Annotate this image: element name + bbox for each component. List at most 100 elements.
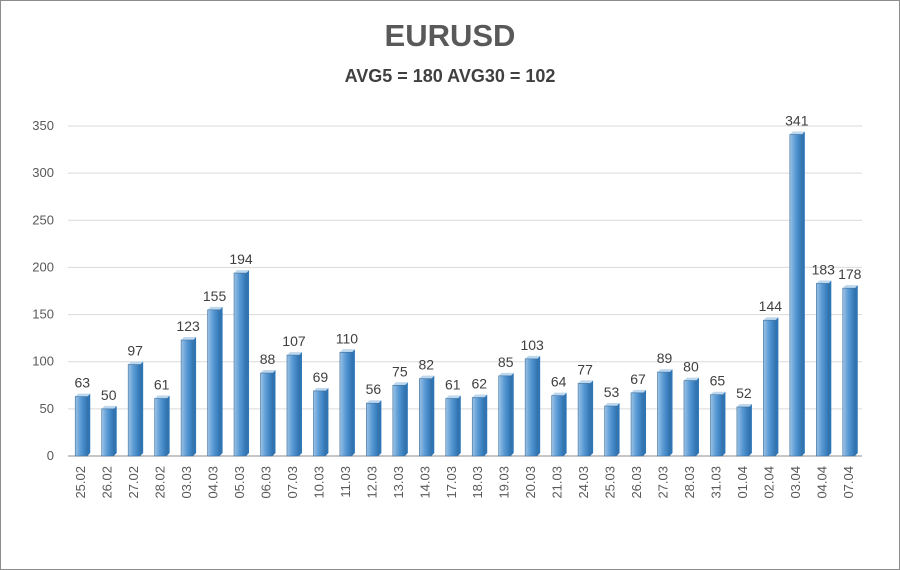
bar-value-label: 56 xyxy=(366,381,382,397)
bar-value-label: 155 xyxy=(203,288,227,304)
bar xyxy=(710,394,723,457)
bar-side xyxy=(854,285,858,456)
bar-value-label: 107 xyxy=(282,333,306,349)
bar-top xyxy=(816,280,832,284)
x-tick-label: 26.02 xyxy=(100,466,115,499)
bar-top xyxy=(498,372,514,376)
x-tick-label: 11.03 xyxy=(338,466,353,498)
bar xyxy=(233,272,247,457)
bar-top xyxy=(181,337,197,341)
x-tick-label: 21.03 xyxy=(550,466,565,499)
labels: 0 50 100 150 200 250 300 350 63 25.02 50 26.02 97 27.… xyxy=(32,112,861,498)
x-tick-label: 01.04 xyxy=(735,466,750,499)
bar-value-label: 144 xyxy=(759,298,783,314)
bar-value-label: 103 xyxy=(520,337,544,353)
y-tick-label: 0 xyxy=(47,448,54,463)
bar xyxy=(842,287,856,457)
bar-value-label: 65 xyxy=(710,373,726,389)
bar-value-label: 194 xyxy=(229,251,253,267)
bar-value-label: 63 xyxy=(74,375,90,391)
bar xyxy=(418,378,432,457)
y-tick-label: 200 xyxy=(32,259,54,274)
bar-top xyxy=(207,306,223,310)
bar-value-label: 52 xyxy=(736,385,752,401)
y-tick-label: 50 xyxy=(40,401,54,416)
x-tick-label: 31.03 xyxy=(708,466,723,499)
bar-side xyxy=(325,387,329,456)
bar xyxy=(260,372,273,457)
bar xyxy=(74,396,88,457)
bar xyxy=(683,380,697,457)
x-tick-label: 05.03 xyxy=(232,466,247,499)
bar-value-label: 75 xyxy=(392,363,408,379)
bar-side xyxy=(484,394,488,456)
bar-value-label: 341 xyxy=(785,112,809,128)
bar xyxy=(657,371,670,457)
x-tick-label: 28.02 xyxy=(153,466,168,499)
bar-side xyxy=(193,337,197,456)
bar-side xyxy=(113,405,117,456)
bar-side xyxy=(457,395,461,456)
bar-top xyxy=(313,387,329,391)
bar-side xyxy=(166,395,170,456)
bar xyxy=(630,392,644,457)
bar-value-label: 69 xyxy=(313,369,329,385)
bar-side xyxy=(87,393,91,456)
bar xyxy=(736,406,750,457)
bar-side xyxy=(431,375,435,456)
bar xyxy=(339,351,353,457)
bar-side xyxy=(722,391,726,456)
bar-top xyxy=(101,405,117,409)
bar-value-label: 50 xyxy=(101,387,117,403)
bar xyxy=(127,364,141,457)
y-tick-label: 300 xyxy=(32,165,54,180)
bar-side xyxy=(695,377,699,456)
bar-value-label: 88 xyxy=(260,351,276,367)
bar-value-label: 67 xyxy=(630,371,646,387)
bar-side xyxy=(510,372,514,456)
bar xyxy=(577,383,591,457)
bar-side xyxy=(775,317,779,456)
x-tick-label: 06.03 xyxy=(259,466,274,499)
bar-top xyxy=(736,403,752,407)
x-tick-label: 25.02 xyxy=(73,466,88,499)
y-tick-label: 250 xyxy=(32,212,54,227)
bar-side xyxy=(298,352,302,456)
bar-side xyxy=(272,370,276,456)
bar-top xyxy=(710,391,726,395)
bar-top xyxy=(657,369,673,373)
x-tick-label: 02.04 xyxy=(761,466,776,499)
bar-value-label: 53 xyxy=(604,384,620,400)
bar-value-label: 61 xyxy=(154,376,170,392)
bar-value-label: 80 xyxy=(683,359,699,375)
x-tick-label: 27.02 xyxy=(126,466,141,499)
bar-side xyxy=(748,403,752,456)
bar-side xyxy=(246,270,250,456)
bar-top xyxy=(578,380,594,384)
bar-value-label: 62 xyxy=(471,376,487,392)
bar-top xyxy=(260,370,276,374)
bar xyxy=(471,397,485,457)
bar-top xyxy=(683,377,699,381)
bar-top xyxy=(604,403,620,407)
x-tick-label: 18.03 xyxy=(470,466,485,499)
bar xyxy=(789,134,803,457)
bar-side xyxy=(590,380,594,456)
bar-top xyxy=(631,389,647,393)
bar-side xyxy=(563,392,567,456)
chart-title: EURUSD xyxy=(384,18,516,53)
bar-side xyxy=(351,349,355,456)
x-tick-label: 10.03 xyxy=(311,466,326,499)
bar xyxy=(763,319,776,457)
x-tick-label: 24.03 xyxy=(576,466,591,499)
bar-top xyxy=(234,270,250,274)
x-tick-label: 04.03 xyxy=(206,466,221,499)
grid-lines xyxy=(68,125,862,457)
bar xyxy=(551,395,564,457)
bar-side xyxy=(378,400,382,456)
x-tick-label: 04.04 xyxy=(814,466,829,499)
x-tick-label: 25.03 xyxy=(603,466,618,499)
x-tick-label: 12.03 xyxy=(364,466,379,499)
bar-top xyxy=(525,355,541,359)
